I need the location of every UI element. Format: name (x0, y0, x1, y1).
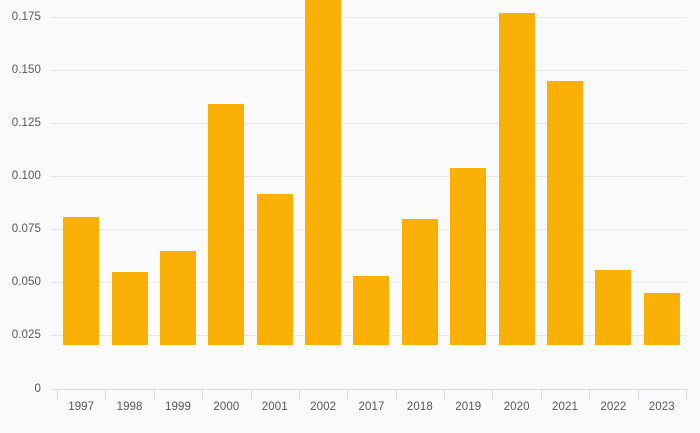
gridline (57, 229, 686, 231)
bar-slot[interactable] (57, 0, 105, 389)
x-tick-separator (686, 389, 687, 400)
bar[interactable] (111, 272, 148, 345)
y-axis-tick-label: 0.150 (11, 63, 41, 76)
bar-slot[interactable] (444, 0, 492, 389)
y-axis-tick-label: 0 (34, 382, 41, 395)
bar[interactable] (498, 12, 535, 345)
bar-slot[interactable] (396, 0, 444, 389)
x-tick-separator (202, 389, 204, 400)
y-tick-mark (51, 16, 57, 18)
bar[interactable] (63, 216, 100, 345)
y-tick-mark (51, 282, 57, 284)
y-tick-mark (51, 175, 57, 177)
bar[interactable] (353, 276, 390, 345)
y-tick-mark (51, 335, 57, 337)
y-tick-mark (51, 388, 57, 390)
x-tick-separator (347, 389, 349, 400)
x-tick-separator (250, 389, 252, 400)
y-axis-tick-label: 0.025 (11, 329, 41, 342)
bar[interactable] (305, 0, 342, 345)
bar[interactable] (159, 250, 196, 345)
bar-slot[interactable] (105, 0, 153, 389)
x-tick-separator (57, 389, 58, 400)
y-tick-mark (51, 122, 57, 124)
x-tick-separator (492, 389, 494, 400)
y-tick-mark (51, 229, 57, 231)
bar[interactable] (401, 219, 438, 345)
x-tick-separator (105, 389, 107, 400)
bar-slot[interactable] (541, 0, 589, 389)
x-tick-separator (540, 389, 542, 400)
bar-slot[interactable] (347, 0, 395, 389)
y-axis-tick-label: 0.050 (11, 276, 41, 289)
bar[interactable] (547, 80, 584, 345)
bar-slot[interactable] (492, 0, 540, 389)
gridline (57, 175, 686, 177)
x-axis-tick-label: 1999 (164, 401, 191, 413)
gridline (57, 69, 686, 71)
x-axis-tick-label: 2023 (648, 401, 675, 413)
bar[interactable] (208, 104, 245, 345)
bar-slot[interactable] (638, 0, 686, 389)
x-tick-separator (589, 389, 591, 400)
gridline (57, 122, 686, 124)
x-axis-tick-label: 2017 (358, 401, 385, 413)
x-tick-separator (444, 389, 446, 400)
y-tick-mark (51, 69, 57, 71)
bar[interactable] (595, 270, 632, 345)
bar-slot[interactable] (589, 0, 637, 389)
y-axis-tick-label: 0.075 (11, 223, 41, 236)
x-axis-tick-label: 2000 (213, 401, 240, 413)
x-axis-tick-label: 2001 (261, 401, 288, 413)
x-tick-separator (395, 389, 397, 400)
y-axis-tick-label: 0.175 (11, 10, 41, 23)
bar[interactable] (256, 193, 293, 345)
bar[interactable] (643, 293, 680, 345)
y-axis-tick-label: 0.125 (11, 116, 41, 129)
x-axis-tick-label: 2018 (406, 401, 433, 413)
x-axis-tick-label: 1998 (116, 401, 143, 413)
y-axis-tick-label: 0.100 (11, 169, 41, 182)
x-axis-tick-label: 2020 (503, 401, 530, 413)
x-axis-tick-label: 2019 (455, 401, 482, 413)
x-axis-tick-label: 2022 (600, 401, 627, 413)
bar-series (57, 0, 686, 433)
x-axis-tick-label: 2002 (310, 401, 337, 413)
x-tick-separator (637, 389, 639, 400)
x-axis-line (57, 388, 686, 390)
bar[interactable] (450, 168, 487, 345)
gridline (57, 16, 686, 18)
x-tick-separator (153, 389, 155, 400)
x-axis-tick-label: 1997 (68, 401, 95, 413)
bar-slot[interactable] (251, 0, 299, 389)
bar-slot[interactable] (202, 0, 250, 389)
bar-slot[interactable] (299, 0, 347, 389)
x-tick-separator (298, 389, 300, 400)
plot-area: 0 0.025 0.050 0.075 0.100 0.125 0.150 0.175 199… (12, 0, 687, 433)
x-axis-tick-label: 2021 (552, 401, 579, 413)
bar-slot[interactable] (154, 0, 202, 389)
